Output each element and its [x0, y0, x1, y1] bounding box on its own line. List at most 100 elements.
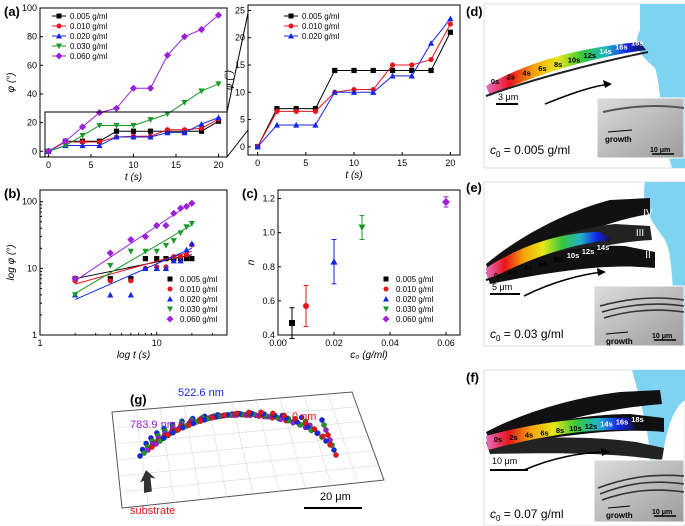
time-label: 16s	[615, 43, 628, 52]
growth-label-e: growth	[606, 337, 633, 346]
data-point	[162, 265, 170, 271]
series-line	[257, 23, 451, 148]
substrate-grid	[113, 393, 379, 506]
data-point	[189, 256, 195, 262]
time-label: 2s	[509, 267, 517, 276]
y-tick-label: 1.0	[262, 228, 275, 238]
data-point	[147, 117, 154, 123]
legend-label: 0.020 g/ml	[396, 295, 434, 304]
time-label: 0s	[491, 77, 499, 86]
bead	[333, 452, 339, 458]
bead	[331, 447, 337, 453]
data-point	[188, 220, 195, 227]
x-axis-label: c₀ (g/ml)	[350, 350, 388, 361]
fiber-d	[486, 42, 646, 96]
bead	[221, 412, 228, 418]
legend-label: 0.030 g/ml	[396, 305, 434, 314]
bead	[323, 438, 329, 444]
bead	[153, 441, 159, 447]
data-point	[274, 106, 280, 112]
data-point	[332, 67, 338, 74]
growth-arrow-e	[523, 271, 605, 297]
data-point	[96, 139, 103, 145]
data-point	[293, 106, 299, 112]
data-point	[350, 89, 358, 95]
data-point	[289, 320, 295, 327]
data-point	[183, 252, 190, 258]
fit-line	[74, 247, 193, 301]
data-point	[163, 51, 172, 59]
data-point	[428, 56, 434, 63]
bead	[175, 427, 181, 433]
data-point	[72, 292, 79, 298]
y-tick-label: 60	[27, 60, 37, 70]
panel-a: 0 5 10 15 20 0 20 40 60 80 100 t (s) φ (°) (a) 0.005 g…	[4, 3, 228, 183]
data-point	[153, 265, 160, 271]
data-point	[370, 67, 376, 74]
legend-marker	[167, 286, 173, 292]
bead-strands	[137, 409, 339, 459]
time-label: 6s	[540, 428, 548, 437]
y-tick-label: 15	[235, 60, 245, 70]
data-point	[44, 147, 53, 155]
x-tick-label: 0.02	[325, 338, 343, 348]
legend-marker	[288, 23, 294, 29]
inset-d	[596, 97, 685, 159]
c0-label-f: c0 = 0.07 g/ml	[490, 507, 564, 523]
time-labels-e: 0s 2s 4s 6s 8s 10s 12s 14s	[494, 243, 609, 280]
data-point	[389, 72, 396, 79]
fiber-e	[486, 232, 612, 280]
annotation-522nm: 522.6 nm	[178, 387, 224, 399]
y-tick-label: 10	[235, 87, 245, 97]
data-point	[107, 278, 113, 284]
growth-label-f: growth	[606, 511, 633, 520]
legend-marker	[166, 315, 174, 323]
bead	[323, 427, 329, 433]
data-point	[96, 122, 103, 129]
axes-frame	[39, 189, 228, 336]
data-point	[409, 67, 415, 74]
data-point	[331, 89, 338, 95]
data-point	[177, 254, 184, 260]
data-point	[183, 224, 190, 230]
time-label: 0s	[494, 271, 502, 280]
data-point	[147, 128, 154, 134]
bead	[165, 432, 171, 438]
data-point	[198, 120, 205, 127]
time-label: 10s	[569, 424, 582, 433]
data-point	[96, 142, 103, 149]
scale-bar-label-g: 20 μm	[320, 491, 351, 503]
data-point	[183, 256, 190, 262]
x-tick-label: 1	[37, 338, 42, 348]
data-point	[61, 137, 70, 145]
bead	[149, 444, 155, 450]
data-point	[79, 139, 86, 145]
x-tick-label: 0.00	[269, 338, 287, 348]
data-point	[198, 128, 205, 134]
legend-marker	[383, 286, 389, 292]
bead	[197, 418, 204, 424]
legend-label: 0.020 g/ml	[180, 295, 218, 304]
legend-label: 0.020 g/ml	[302, 32, 340, 41]
bead	[270, 410, 276, 417]
legend-marker	[288, 13, 294, 19]
data-point	[107, 263, 114, 269]
data-point	[409, 62, 415, 68]
data-point	[428, 67, 434, 74]
data-point	[170, 257, 177, 264]
fit-line	[74, 202, 193, 282]
legend-marker	[383, 306, 389, 312]
data-point	[113, 133, 120, 140]
scale-bar-label-f: 10 μm	[492, 456, 517, 466]
data-point	[164, 111, 171, 118]
data-point	[113, 122, 120, 129]
data-point	[214, 11, 223, 19]
c0-label-e: c0 = 0.03 g/ml	[490, 327, 564, 343]
zoom-box	[44, 111, 228, 158]
y-axis-label: log φ (°)	[6, 244, 17, 280]
y-tick-label: 80	[27, 32, 37, 42]
data-point	[197, 25, 206, 34]
data-point	[182, 202, 191, 211]
data-point	[127, 236, 135, 244]
data-point	[129, 84, 138, 92]
